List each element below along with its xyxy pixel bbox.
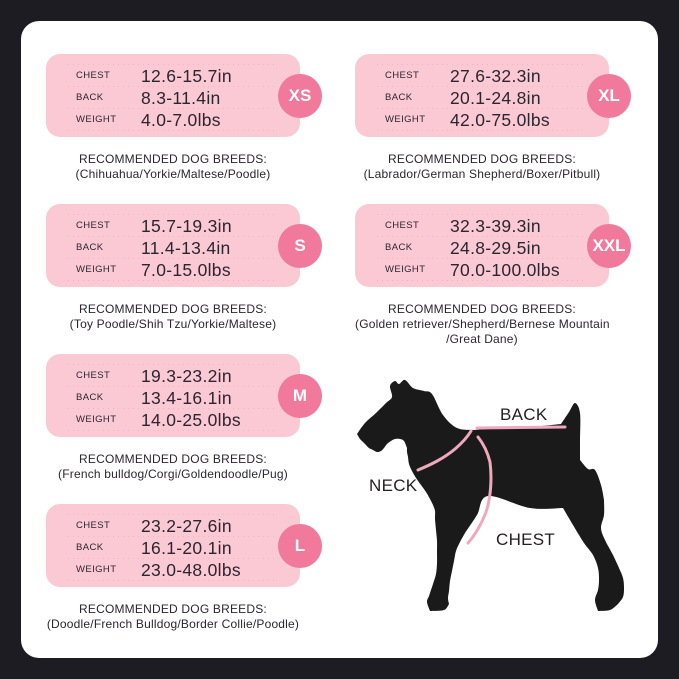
svg-text:BACK: BACK <box>500 405 548 424</box>
svg-text:CHEST: CHEST <box>496 530 555 549</box>
svg-text:NECK: NECK <box>369 476 418 495</box>
